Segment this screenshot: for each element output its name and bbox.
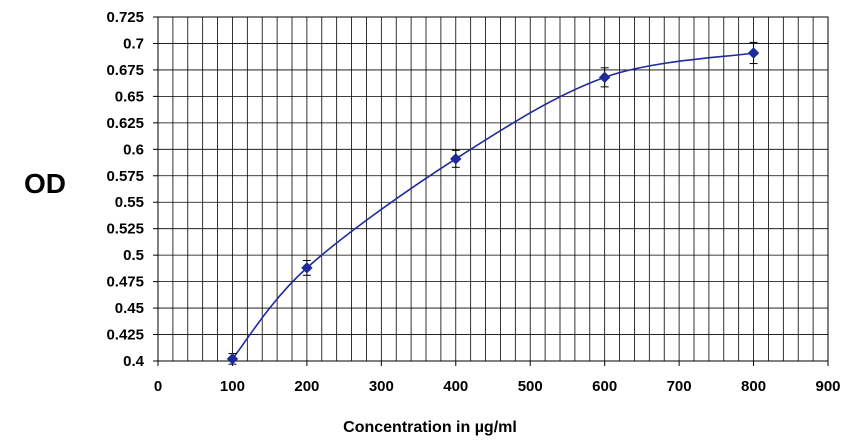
y-tick-label: 0.7 bbox=[123, 35, 144, 52]
series-layer bbox=[226, 41, 760, 365]
y-tick-label: 0.475 bbox=[106, 274, 144, 291]
y-tick-label: 0.425 bbox=[106, 327, 144, 344]
axis-layer bbox=[153, 16, 829, 366]
x-tick-label: 700 bbox=[667, 378, 692, 395]
x-tick-label: 900 bbox=[815, 378, 840, 395]
x-tick-label: 800 bbox=[741, 378, 766, 395]
data-point bbox=[598, 71, 611, 84]
plot-border bbox=[157, 16, 829, 362]
y-tick-label: 0.675 bbox=[106, 62, 144, 79]
x-tick-label: 600 bbox=[592, 378, 617, 395]
x-tick-label: 400 bbox=[443, 378, 468, 395]
data-point bbox=[450, 153, 462, 165]
x-tick-label: 200 bbox=[294, 378, 319, 395]
y-tick-label: 0.55 bbox=[115, 194, 144, 211]
y-tick-label: 0.625 bbox=[106, 115, 144, 132]
y-tick-label: 0.4 bbox=[123, 353, 145, 370]
data-point bbox=[747, 47, 760, 59]
y-tick-label: 0.725 bbox=[106, 9, 144, 26]
y-tick-label: 0.5 bbox=[123, 247, 144, 264]
x-tick-label: 500 bbox=[518, 378, 543, 395]
y-tick-label: 0.45 bbox=[115, 300, 144, 317]
plot-area bbox=[158, 17, 828, 361]
label-layer: 0 100 200 300 400 500 600 700 800 900 0.4 0.425 0.45… bbox=[106, 9, 840, 395]
data-point bbox=[301, 262, 313, 274]
data-point bbox=[226, 353, 239, 365]
x-tick-label: 0 bbox=[154, 378, 162, 395]
y-tick-label: 0.6 bbox=[123, 141, 144, 158]
x-axis-title: Concentration in µg/ml bbox=[343, 419, 517, 436]
x-tick-label: 300 bbox=[369, 378, 394, 395]
grid-layer bbox=[158, 17, 828, 361]
x-tick-label: 100 bbox=[220, 378, 245, 395]
y-tick-label: 0.65 bbox=[115, 88, 144, 105]
y-axis-title: OD bbox=[24, 168, 66, 199]
y-tick-label: 0.575 bbox=[106, 168, 144, 185]
y-tick-label: 0.525 bbox=[106, 221, 144, 238]
